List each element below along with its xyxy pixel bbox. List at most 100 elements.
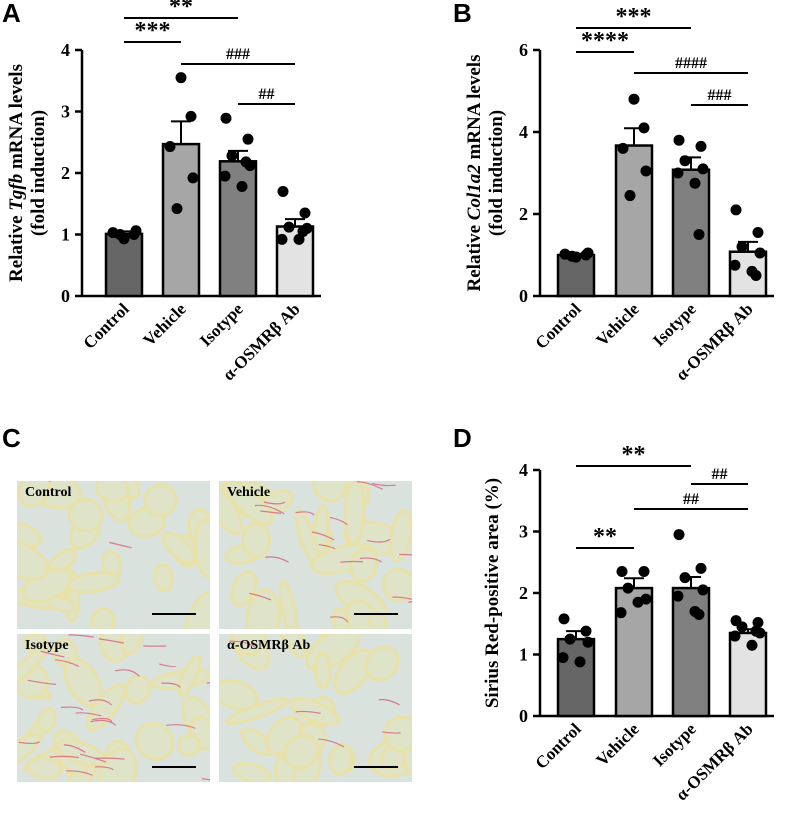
collagen-fiber (392, 596, 412, 600)
data-point (750, 270, 762, 281)
collagen-fiber (359, 557, 382, 563)
data-point (695, 562, 707, 574)
data-point (187, 172, 199, 184)
data-point (580, 625, 592, 637)
tubule-shape (124, 674, 151, 705)
collagen-fiber (206, 682, 210, 684)
data-point (672, 590, 684, 602)
data-point (185, 110, 197, 122)
tubule-shape (381, 567, 412, 603)
bar (671, 586, 711, 718)
data-point (697, 163, 709, 175)
data-point (679, 155, 691, 167)
collagen-fiber (63, 744, 86, 753)
y-axis-label-line2: (fold induction) (28, 110, 49, 236)
y-tick-label: 4 (519, 122, 528, 142)
data-point (624, 190, 636, 202)
tubule-shape (17, 520, 43, 549)
tubule-shape (231, 634, 267, 656)
data-point (752, 617, 764, 629)
tubule-shape (343, 481, 366, 546)
tubule-shape (219, 678, 259, 711)
micrograph-label: Vehicle (227, 485, 271, 500)
collagen-fiber (98, 638, 125, 644)
x-tick-label: Isotype (649, 719, 700, 770)
data-point (164, 141, 176, 153)
tubule-shape (26, 756, 64, 781)
data-point (679, 572, 691, 584)
chart-d: 0 1 2 3 4 Sirius Red-positive area (%) Control… (482, 442, 774, 804)
data-point (236, 181, 248, 193)
tubule-shape (176, 733, 201, 757)
data-point (695, 140, 707, 152)
tubule-shape (134, 721, 175, 761)
data-point (632, 596, 644, 608)
tubule-shape (90, 606, 116, 629)
data-point (220, 112, 232, 124)
data-point (557, 652, 569, 664)
tubule-shape (241, 522, 272, 559)
data-point (616, 565, 628, 577)
data-point (276, 233, 288, 245)
data-point (582, 636, 594, 648)
significance-label: *** (135, 18, 171, 44)
collagen-fiber (399, 553, 412, 556)
data-point (628, 93, 640, 105)
collagen-fiber (311, 531, 335, 541)
collagen-fiber (408, 600, 412, 604)
y-tick-label: 0 (519, 286, 528, 306)
data-point (638, 565, 650, 577)
collagen-fiber (55, 659, 80, 667)
y-axis-label-part: mRNA levels (464, 55, 485, 165)
data-point (564, 633, 576, 645)
scale-bar (354, 613, 398, 615)
data-point (672, 167, 684, 179)
collagen-fiber (115, 669, 140, 677)
y-tick-label: 2 (519, 204, 528, 224)
y-axis-label-part: mRNA levels (6, 64, 27, 174)
tubule-shape (224, 481, 274, 526)
tubule-shape (245, 588, 281, 629)
tubule-shape (161, 531, 197, 565)
tubule-shape (402, 746, 412, 777)
collagen-fiber (66, 770, 93, 776)
data-point (752, 226, 764, 238)
panel-letter-b: B (453, 0, 472, 28)
micrograph-control: Control (17, 481, 210, 629)
significance-label: **** (581, 28, 629, 54)
data-point (697, 584, 709, 596)
panel-letter-d: D (453, 423, 472, 453)
tubule-shape (143, 483, 178, 518)
data-point (638, 122, 650, 134)
data-point (175, 72, 187, 84)
data-point (693, 229, 705, 240)
collagen-fiber (18, 741, 40, 745)
tubule-shape (312, 481, 348, 503)
data-point (746, 639, 758, 651)
y-tick-label: 4 (61, 40, 70, 60)
y-tick-label: 1 (519, 645, 528, 665)
data-point (754, 247, 766, 259)
significance-label: ** (593, 524, 617, 550)
y-axis-label: Sirius Red-positive area (%) (482, 478, 503, 708)
data-point (640, 165, 652, 177)
y-tick-label: 6 (519, 40, 528, 60)
tubule-shape (17, 645, 48, 689)
collagen-fiber (254, 504, 285, 515)
tubule-shape (17, 732, 41, 767)
chart-a: 0 1 2 3 4 Relative Tgfb mRNA levels (fold indu… (6, 0, 321, 384)
data-point (730, 204, 742, 216)
significance-label: ### (708, 87, 732, 104)
micrograph-label: Control (25, 485, 72, 500)
significance-label: ## (712, 466, 728, 483)
collagen-fiber (318, 738, 345, 748)
collagen-fiber (378, 698, 400, 706)
micrograph-label: Isotype (25, 638, 69, 653)
y-axis-label-gene: Col1a2 (464, 164, 485, 220)
data-point (226, 150, 238, 162)
micrograph-label: α-OSMRβ Ab (227, 638, 311, 653)
data-point (114, 229, 126, 240)
collagen-fiber (260, 510, 282, 514)
data-point (574, 656, 586, 668)
tubule-shape (230, 570, 258, 607)
